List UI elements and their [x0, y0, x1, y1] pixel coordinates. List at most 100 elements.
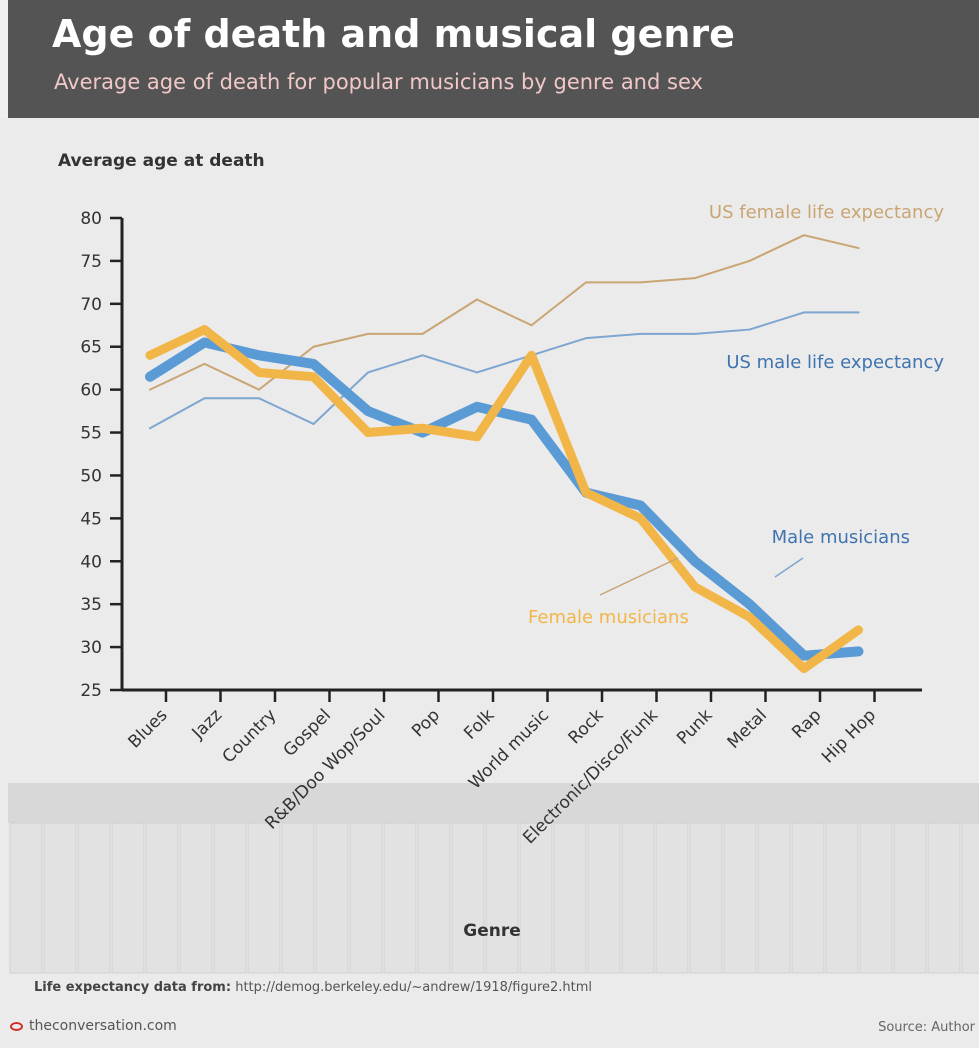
y-tick-label: 75 [80, 252, 102, 272]
data-point-us-male [857, 311, 860, 314]
data-point-male [255, 351, 263, 360]
piano-key [927, 822, 961, 974]
data-point-us-female [585, 281, 587, 284]
piano-key [621, 822, 655, 974]
piano-key [655, 822, 689, 974]
data-point-us-male [585, 337, 587, 340]
data-point-us-male [748, 328, 751, 331]
piano-key [315, 822, 349, 974]
data-point-male [800, 651, 808, 660]
series-label: Male musicians [772, 527, 910, 548]
x-axis-label: Genre [463, 921, 521, 941]
y-tick-label: 55 [80, 424, 102, 444]
background-decoration [8, 783, 979, 974]
y-tick-label: 70 [80, 295, 102, 315]
data-point-us-female [530, 324, 533, 327]
data-point-us-female [312, 345, 315, 348]
data-point-female [691, 583, 699, 591]
data-point-us-male [694, 332, 696, 335]
x-tick-label: Metal [724, 705, 771, 752]
data-point-us-male [367, 371, 369, 374]
data-point-us-male [803, 311, 805, 314]
data-point-female [473, 433, 481, 441]
data-point-male [636, 501, 645, 510]
data-point-us-female [857, 247, 860, 250]
data-point-male [473, 402, 481, 411]
x-tick-label: Punk [673, 705, 716, 748]
data-point-female [637, 514, 644, 522]
data-point-male [527, 415, 536, 424]
piano-key [349, 822, 383, 974]
data-point-male [691, 557, 699, 566]
x-tick-label: Country [219, 705, 281, 767]
footer-source: Source: Author [878, 1020, 975, 1035]
data-point-male [364, 407, 372, 416]
piano-key [893, 822, 927, 974]
piano-key [77, 822, 111, 974]
data-point-female [855, 626, 862, 634]
y-tick-label: 30 [80, 638, 102, 658]
piano-key [451, 822, 485, 974]
data-point-male [854, 647, 863, 656]
series-label: US female life expectancy [709, 202, 944, 223]
data-point-female [800, 665, 808, 673]
female-label-leader [599, 557, 679, 596]
y-tick-label: 50 [80, 466, 102, 486]
piano-key [213, 822, 247, 974]
y-tick-label: 25 [80, 681, 102, 701]
y-axis: 80 75 70 65 60 55 50 45 40 35 30 25 [80, 209, 124, 701]
chart-subtitle: Average age of death for popular musicia… [54, 70, 703, 94]
series-lines [145, 234, 864, 674]
x-tick-label: Pop [408, 705, 444, 741]
footer-note-label: Life expectancy data from: [34, 980, 232, 995]
series-label: US male life expectancy [726, 352, 944, 373]
chart-area: Average age at death 80 75 70 65 60 55 50 45 40 3… [0, 118, 979, 1048]
data-point-female [364, 429, 372, 437]
piano-key [757, 822, 791, 974]
y-tick-label: 35 [80, 595, 102, 615]
data-point-male [745, 600, 754, 609]
piano-key [689, 822, 723, 974]
data-point-us-female [803, 234, 805, 237]
conversation-logo-icon [10, 1021, 23, 1031]
y-tick-label: 80 [80, 209, 102, 229]
series-annotations: US female life expectancy US male life ex… [528, 202, 944, 628]
data-point-us-male [476, 371, 478, 374]
y-tick-label: 65 [80, 338, 102, 358]
data-point-us-female [203, 362, 206, 365]
piano-key [961, 822, 979, 974]
y-axis-label: Average age at death [58, 151, 265, 171]
piano-key [417, 822, 451, 974]
series-line-us-male [149, 311, 860, 430]
piano-key [859, 822, 893, 974]
x-tick-label: Folk [460, 705, 498, 743]
piano-key [9, 822, 43, 974]
series-line-us-female [149, 234, 860, 391]
x-tick-label: Jazz [188, 705, 226, 743]
data-point-us-male [312, 422, 315, 425]
y-tick-label: 40 [80, 552, 102, 572]
piano-key [145, 822, 179, 974]
piano-key [247, 822, 281, 974]
x-tick-label: Rap [788, 705, 825, 742]
data-point-female [201, 326, 208, 334]
x-tick-label: Gospel [280, 705, 335, 760]
data-point-us-female [476, 298, 478, 301]
data-point-female [528, 351, 535, 359]
piano-key [485, 822, 519, 974]
piano-key [519, 822, 553, 974]
data-point-us-female [421, 332, 424, 335]
data-point-us-female [694, 277, 696, 280]
piano-key [43, 822, 77, 974]
piano-key [723, 822, 757, 974]
footer-brand[interactable]: theconversation.com [10, 1018, 177, 1034]
piano-key [383, 822, 417, 974]
data-point-us-male [149, 427, 151, 430]
footer-note-url[interactable]: http://demog.berkeley.edu/~andrew/1918/f… [235, 980, 593, 995]
piano-key [553, 822, 587, 974]
y-tick-label: 60 [80, 381, 102, 401]
data-point-male [200, 338, 209, 347]
data-point-us-female [149, 388, 151, 391]
data-point-male [309, 359, 318, 368]
data-point-us-male [258, 397, 260, 400]
